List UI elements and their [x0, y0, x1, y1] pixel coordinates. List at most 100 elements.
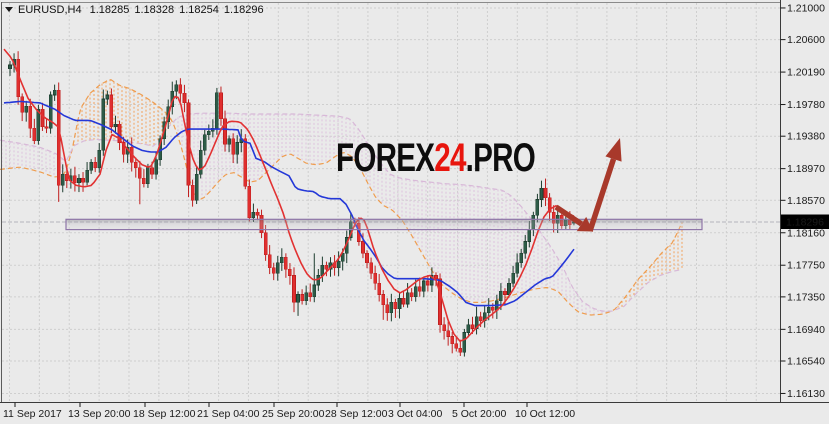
forecast-arrows: [554, 138, 622, 232]
support-zone: [65, 218, 703, 231]
ohlc-close: 1.18296: [224, 4, 264, 16]
tenkan-sen-line: [3, 48, 575, 343]
candle-body: [284, 257, 288, 270]
candle-body: [81, 177, 85, 183]
candle-body: [44, 126, 49, 129]
candle-body: [422, 280, 426, 292]
y-axis-label: 1.18570: [787, 195, 825, 207]
y-axis-label: 1.19380: [787, 131, 825, 143]
candle-body: [365, 253, 369, 264]
candle-body: [458, 348, 463, 353]
x-axis-label: 18 Sep 12:00: [133, 408, 196, 420]
candle-body: [251, 211, 256, 219]
candle-body: [312, 284, 317, 298]
symbol-dropdown-icon[interactable]: [5, 7, 13, 12]
candle-body: [401, 298, 406, 305]
candle-body: [336, 260, 341, 268]
watermark-part1: FOREX: [336, 136, 435, 180]
candle-body: [20, 96, 24, 113]
candle-body: [231, 138, 235, 155]
candle-body: [381, 294, 386, 306]
time-axis[interactable]: 11 Sep 2017 13 Sep 20:00 18 Sep 12:00 21 Se…: [3, 402, 575, 421]
grid-lines: [2, 3, 780, 402]
candle-body: [466, 324, 471, 333]
ohlc-low: 1.18254: [179, 4, 219, 16]
candle-body: [202, 134, 207, 151]
x-axis-label: 13 Sep 20:00: [68, 408, 131, 420]
y-axis-label: 1.17350: [787, 291, 825, 303]
candle-body: [133, 162, 138, 169]
x-axis-label: 10 Oct 12:00: [515, 408, 575, 420]
x-axis-label: 3 Oct 04:00: [388, 408, 442, 420]
candle-body: [292, 275, 296, 303]
pullback-arrow-shaft: [554, 204, 584, 227]
candle-body: [117, 124, 122, 143]
candle-body: [263, 232, 268, 256]
candle-body: [52, 89, 57, 96]
candle-body: [194, 173, 199, 201]
candle-body: [409, 292, 414, 298]
current-price-badge: 1.18296: [781, 214, 829, 229]
candle-body: [300, 294, 304, 302]
candle-body: [247, 185, 252, 219]
candle-body: [227, 138, 231, 145]
candle-body: [89, 162, 93, 171]
current-price-value: 1.18296: [786, 217, 824, 229]
y-axis-label: 1.16130: [787, 388, 825, 400]
candle-body: [8, 64, 12, 70]
candle-body: [138, 167, 142, 179]
symbol-label: EURUSD,H4: [18, 4, 82, 16]
kijun-sen-line: [3, 100, 575, 307]
senkou-span-a-line: [0, 79, 682, 316]
candle-body: [36, 108, 41, 142]
candle-body: [490, 306, 495, 311]
y-axis-label: 1.16940: [787, 324, 825, 336]
candle-body: [146, 167, 150, 184]
candle-body: [255, 211, 260, 216]
candle-body: [190, 184, 195, 201]
x-axis-label: 28 Sep 12:00: [325, 408, 388, 420]
candle-body: [369, 262, 373, 274]
candle-body: [535, 199, 540, 216]
candle-body: [105, 94, 110, 100]
candle-body: [316, 275, 321, 286]
candle-body: [304, 292, 308, 302]
y-axis-label: 1.16540: [787, 355, 825, 367]
candle-body: [438, 278, 442, 325]
candle-body: [296, 294, 300, 303]
candle-body: [267, 254, 272, 268]
y-axis-label: 1.20600: [787, 34, 825, 46]
candle-body: [73, 175, 77, 184]
candle-body: [182, 93, 187, 104]
candle-body: [377, 283, 381, 295]
ohlc-header: EURUSD,H4 1.18285 1.18328 1.18254 1.18296: [5, 4, 264, 16]
candle-body: [417, 286, 422, 292]
ohlc-high: 1.18328: [134, 4, 174, 16]
y-axis-label: 1.20190: [787, 67, 825, 79]
candle-body: [206, 131, 211, 135]
candle-body: [515, 262, 519, 274]
candle-body: [28, 105, 33, 129]
candle-body: [446, 330, 450, 337]
candle-body: [271, 267, 276, 274]
ohlc-open: 1.18285: [90, 4, 130, 16]
candle-body: [519, 253, 523, 264]
x-axis-label: 5 Oct 20:00: [452, 408, 506, 420]
candle-body: [40, 108, 45, 127]
candle-body: [426, 280, 430, 286]
candle-body: [511, 272, 515, 284]
price-axis[interactable]: 1.21000 1.20600 1.20190 1.19780 1.19380 1.189…: [780, 2, 826, 400]
y-axis-label: 1.21000: [787, 2, 825, 14]
price-axis-bg: [781, 0, 829, 424]
candle-body: [24, 105, 29, 113]
candle-body: [174, 84, 179, 92]
candle-body: [389, 302, 394, 314]
candle-body: [470, 324, 475, 329]
candle-body: [397, 298, 402, 310]
candle-body: [77, 177, 81, 184]
y-axis-label: 1.17750: [787, 260, 825, 272]
candle-body: [32, 127, 37, 142]
